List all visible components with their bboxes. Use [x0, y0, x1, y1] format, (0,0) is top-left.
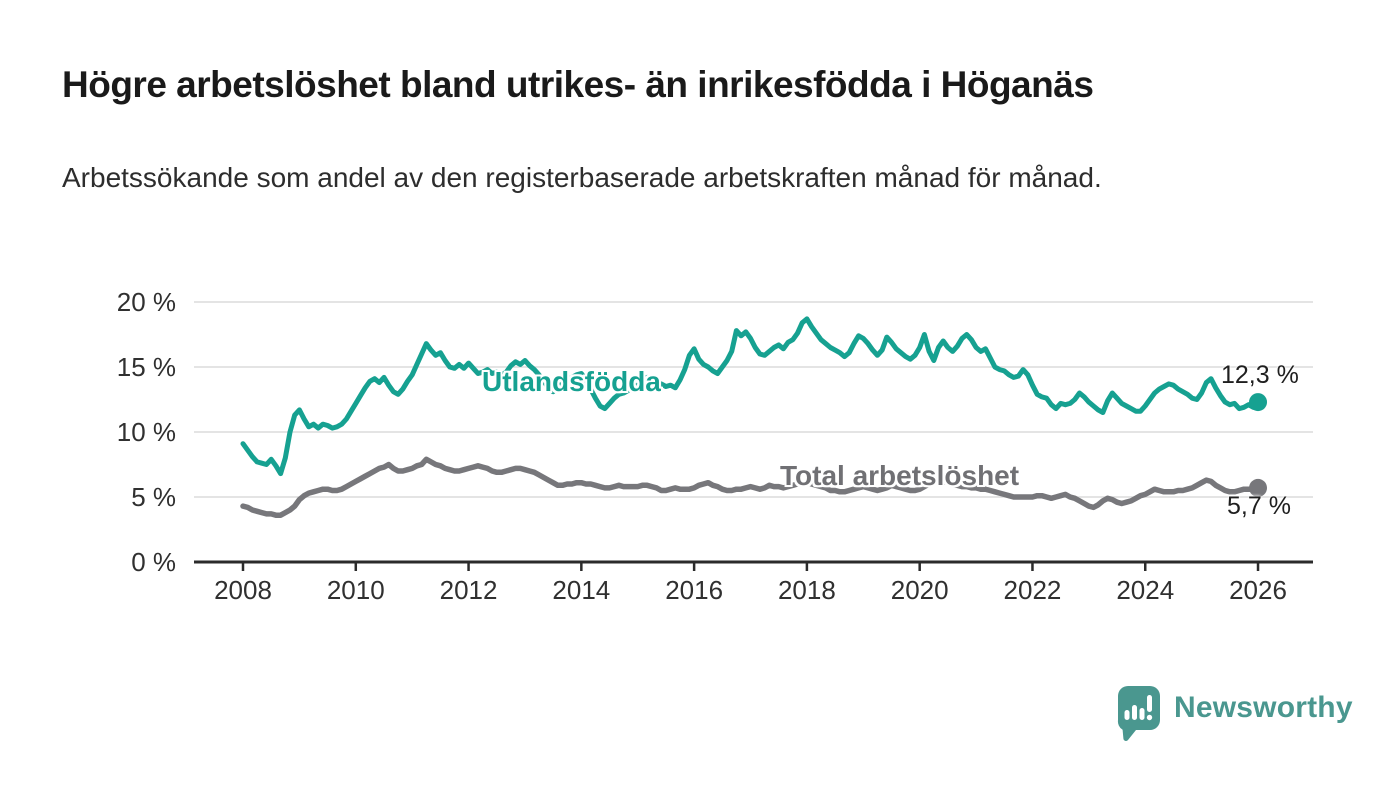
series-line-utlandsfodda [240, 316, 1261, 477]
series-label-total-arbetsloshet: Total arbetslöshet [780, 460, 1020, 491]
series-line-total [240, 456, 1261, 518]
y-tick-label: 10 % [117, 417, 176, 447]
end-dot-total [1249, 478, 1268, 497]
newsworthy-logo-text: Newsworthy [1174, 691, 1353, 724]
chart-subtitle: Arbetssökande som andel av den registerb… [62, 162, 1102, 193]
end-value-label-total: 5,7 % [1227, 492, 1291, 520]
y-tick-label: 20 % [117, 287, 176, 317]
chart-title: Högre arbetslöshet bland utrikes- än inr… [62, 64, 1094, 105]
bar-chart-speech-bubble-icon [1117, 686, 1160, 741]
x-tick-label: 2022 [1004, 575, 1062, 605]
x-tick-label: 2008 [214, 575, 272, 605]
newsworthy-logo: Newsworthy [1114, 684, 1353, 742]
end-dot-utlandsfodda [1249, 393, 1268, 412]
y-tick-label: 5 % [131, 482, 176, 512]
x-tick-label: 2016 [665, 575, 723, 605]
y-tick-label: 0 % [131, 547, 176, 577]
x-tick-label: 2010 [327, 575, 385, 605]
x-tick-label: 2012 [440, 575, 498, 605]
y-tick-label: 15 % [117, 352, 176, 382]
x-tick-label: 2014 [552, 575, 610, 605]
end-value-label-utlandsfodda: 12,3 % [1221, 361, 1299, 389]
x-tick-label: 2024 [1116, 575, 1174, 605]
x-tick-label: 2026 [1229, 575, 1287, 605]
x-tick-label: 2020 [891, 575, 949, 605]
series-label-utlandsfodda: Utlandsfödda [482, 366, 661, 397]
x-tick-label: 2018 [778, 575, 836, 605]
